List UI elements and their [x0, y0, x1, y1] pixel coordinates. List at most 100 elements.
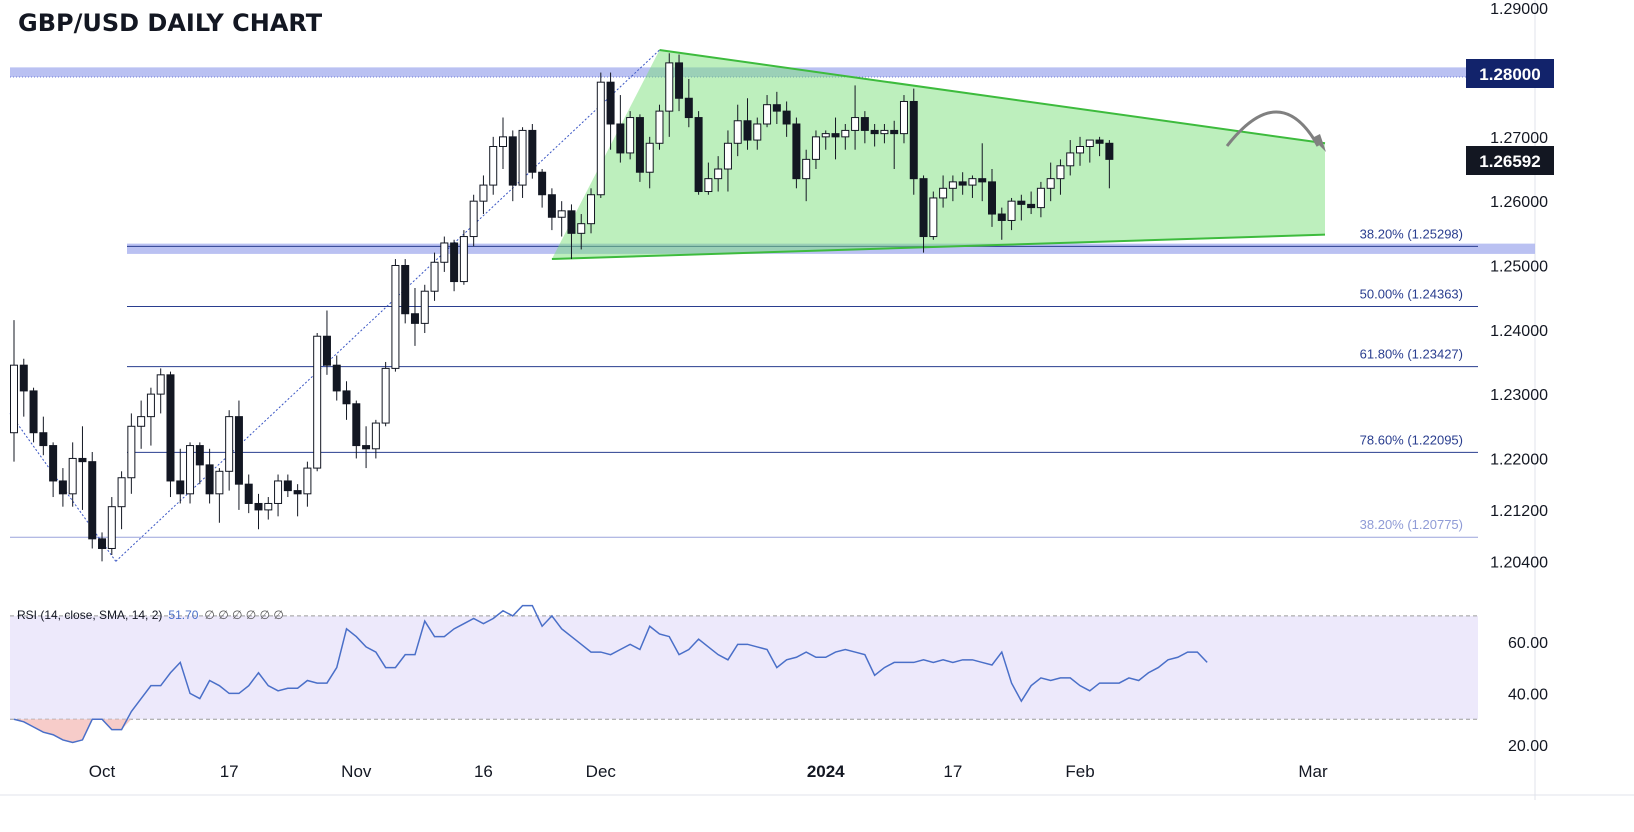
candle-body [234, 416, 243, 485]
rsi-legend: RSI (14, close, SMA, 14, 2) 51.70 ∅ ∅ ∅ ∅ … [17, 608, 284, 622]
triangle-lower-edge [551, 233, 1326, 261]
candle-body [88, 461, 97, 540]
candle-body [450, 242, 459, 283]
price-axis: 1.29000 1.27000 1.26000 1.25000 1.24000 1.230… [1490, 1, 1548, 571]
rsi-tick-label: 40.00 [1508, 686, 1548, 703]
candle-body [342, 390, 351, 405]
candle-body [675, 62, 684, 99]
candle-body [352, 403, 361, 447]
candle-body [948, 181, 957, 189]
candle-body [107, 506, 116, 549]
candle-body [616, 123, 625, 154]
candle-body [49, 445, 58, 482]
rsi-legend-value: 51.70 [168, 608, 198, 622]
candle-body [557, 210, 566, 218]
candle-body [997, 213, 1006, 221]
date-tick-label: 17 [220, 762, 239, 781]
candle-body [978, 178, 987, 183]
candle-body [1017, 200, 1026, 205]
candle-body [39, 432, 48, 447]
date-tick-label: Nov [341, 762, 372, 781]
candle-body [78, 457, 87, 463]
candle-body [919, 178, 928, 238]
candle-body [499, 136, 507, 148]
candle-body [665, 62, 674, 112]
candle-body [362, 445, 371, 450]
candle-body [929, 197, 938, 238]
candle-body [195, 445, 204, 466]
candle-body [880, 129, 889, 135]
candle-body [1095, 139, 1104, 144]
candle-body [146, 393, 155, 418]
date-axis: Oct 17 Nov 16 Dec 2024 17 Feb Mar [89, 762, 1328, 781]
fib-label-3: 78.60% (1.22095) [1360, 432, 1463, 447]
triangle-upper-edge [659, 49, 1326, 145]
candle-body [782, 110, 791, 125]
level-tag-box [1466, 59, 1554, 88]
rsi-legend-placeholders: ∅ ∅ ∅ ∅ ∅ ∅ [204, 608, 283, 622]
date-tick-label: 17 [943, 762, 962, 781]
date-tick-label: 2024 [807, 762, 845, 781]
candle-body [1076, 146, 1085, 154]
candle-body [587, 194, 596, 225]
date-tick-label: 16 [474, 762, 493, 781]
candle-body [176, 480, 185, 495]
candle-body [577, 223, 586, 234]
candle-body [723, 142, 732, 170]
candle-body [469, 200, 478, 238]
candle-body [420, 290, 429, 324]
projection-arrow-head [1312, 134, 1326, 152]
candle-body [909, 100, 918, 180]
price-tick-label: 1.22000 [1490, 451, 1548, 468]
candle-body [459, 236, 468, 283]
candle-body [1085, 139, 1094, 147]
candle-body [127, 425, 136, 479]
candle-body [743, 120, 752, 141]
candle-body [939, 187, 948, 199]
price-tick-label: 1.26000 [1490, 194, 1548, 211]
candle-body [225, 416, 234, 472]
candle-body [831, 133, 840, 138]
fib-label-4: 38.20% (1.20775) [1360, 517, 1463, 532]
price-tick-label: 1.20400 [1490, 554, 1548, 571]
fib-label-2: 61.80% (1.23427) [1360, 347, 1463, 362]
candle-body [440, 242, 449, 263]
candle-body [489, 146, 498, 186]
candle-body [851, 117, 860, 131]
last-price-value: 1.26592 [1479, 152, 1540, 171]
candle-body [156, 374, 165, 395]
date-tick-label: Dec [586, 762, 617, 781]
candle-body [68, 457, 77, 495]
candle-body [10, 364, 18, 434]
candle-body [518, 129, 527, 186]
candle-body [606, 81, 615, 125]
date-tick-label: Feb [1065, 762, 1094, 781]
candle-body [763, 104, 772, 125]
candle-body [293, 490, 302, 495]
candle-body [645, 142, 654, 173]
candle-body [1066, 152, 1075, 167]
candle-body [244, 483, 253, 504]
candle-body [1027, 203, 1036, 209]
candle-body [772, 104, 781, 112]
candle-body [98, 538, 107, 549]
candle-body [1007, 200, 1016, 221]
fib-label-0: 38.20% (1.25298) [1360, 226, 1463, 241]
candle-body [547, 194, 556, 218]
candle-body [264, 502, 273, 511]
candle-body [19, 364, 28, 392]
candle-body [391, 264, 400, 369]
candle-body [430, 261, 439, 292]
candle-body [1105, 142, 1114, 160]
candle-body [29, 390, 38, 434]
fibonacci-levels: 38.20% (1.25298) 50.00% (1.24363) 61.80% (… [10, 226, 1478, 538]
candle-body [166, 374, 175, 482]
rsi-band [10, 615, 1478, 720]
candle-body [841, 129, 850, 138]
candle-body [870, 129, 879, 135]
candle-body [626, 117, 635, 154]
candle-body [205, 464, 214, 495]
rsi-legend-label: RSI (14, close, SMA, 14, 2) [17, 608, 162, 622]
candle-body [988, 181, 996, 215]
